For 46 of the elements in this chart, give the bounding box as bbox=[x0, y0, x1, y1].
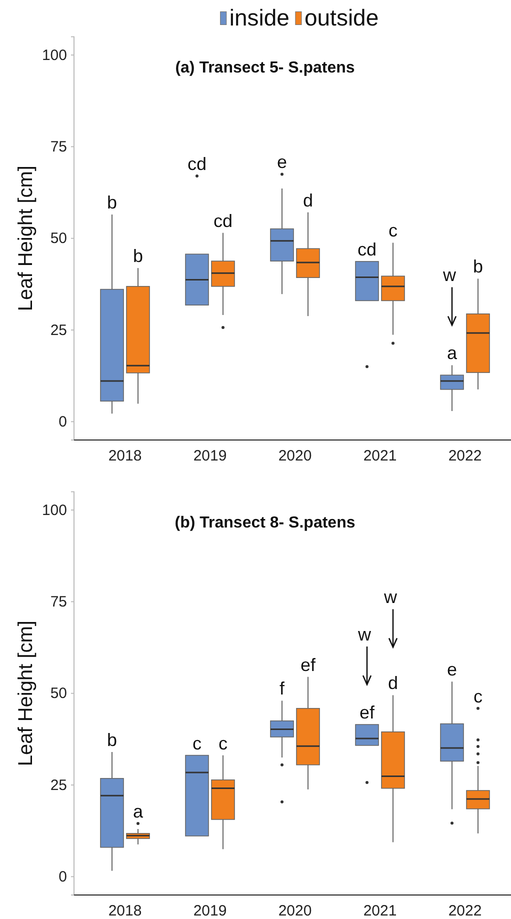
y-tick-label: 25 bbox=[50, 322, 67, 339]
annotation: e bbox=[446, 660, 458, 680]
legend-label: inside bbox=[229, 4, 290, 31]
annotation: b bbox=[472, 256, 484, 277]
y-axis-title: Leaf Height [cm] bbox=[15, 620, 37, 766]
x-tick-label: 2018 bbox=[108, 448, 142, 465]
annotation: b bbox=[106, 192, 118, 213]
text: w ef bbox=[358, 624, 375, 723]
annotation: cd bbox=[357, 239, 377, 260]
y-tick-label: 75 bbox=[50, 593, 67, 610]
x-tick-label: 2021 bbox=[363, 902, 397, 919]
annotation: ef bbox=[300, 654, 317, 675]
y-tick-label: 50 bbox=[50, 230, 67, 248]
x-tick-label: 2020 bbox=[278, 448, 312, 465]
x-tick-label: 2019 bbox=[193, 902, 227, 919]
y-tick-label: 100 bbox=[42, 502, 67, 519]
y-tick-label: 25 bbox=[50, 776, 67, 794]
annotation: b bbox=[132, 246, 144, 266]
x-tick-label: 2020 bbox=[278, 902, 312, 919]
annotation: c bbox=[218, 733, 228, 754]
annotation: cd bbox=[213, 210, 233, 231]
x-tick-label: 2022 bbox=[448, 448, 482, 465]
annotation: cd bbox=[187, 154, 207, 174]
y-tick-label: 0 bbox=[58, 413, 67, 430]
annotation: c bbox=[192, 733, 202, 754]
text: w a bbox=[443, 265, 458, 364]
annotation: d bbox=[302, 190, 314, 210]
x-tick-label: 2019 bbox=[193, 448, 227, 465]
y-tick-label: 0 bbox=[58, 868, 67, 886]
x-tick-label: 2018 bbox=[108, 902, 142, 919]
annotation: e bbox=[276, 152, 288, 172]
y-tick-label: 50 bbox=[50, 685, 67, 702]
text: w d bbox=[384, 587, 398, 694]
annotation: c bbox=[474, 686, 482, 706]
x-tick-label: 2021 bbox=[363, 448, 397, 465]
x-tick-label: 2022 bbox=[448, 902, 482, 919]
annotation: a bbox=[132, 802, 144, 822]
y-tick-label: 75 bbox=[50, 138, 67, 156]
annotation: c bbox=[388, 220, 398, 241]
y-tick-label: 100 bbox=[42, 46, 67, 64]
y-axis-title: Leaf Height [cm] bbox=[15, 166, 37, 312]
annotation: f bbox=[279, 678, 286, 699]
text: (a) Transect 5- S.patens bbox=[175, 60, 355, 77]
annotation: b bbox=[106, 730, 118, 750]
text: (b) Transect 8- S.patens bbox=[174, 514, 356, 532]
legend-label: outside bbox=[304, 4, 379, 31]
